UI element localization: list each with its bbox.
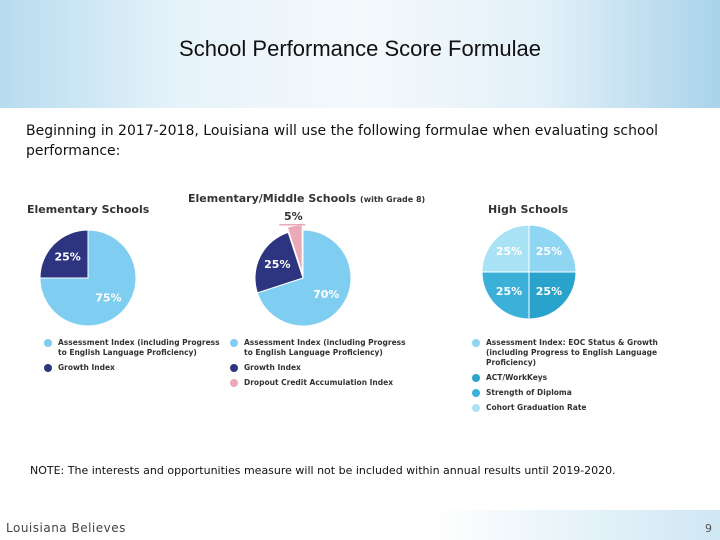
pie-slice bbox=[254, 231, 304, 294]
pie-slice bbox=[528, 224, 577, 273]
legend-item: Growth Index bbox=[44, 363, 224, 373]
chart-title-main: Elementary/Middle Schools bbox=[188, 192, 356, 205]
data-label: 25% bbox=[536, 285, 562, 298]
pie-slice bbox=[481, 271, 530, 320]
legend-label: Growth Index bbox=[244, 363, 301, 372]
legend: Assessment Index (including Progress to … bbox=[230, 338, 410, 388]
chart-title: Elementary/Middle Schools (with Grade 8) bbox=[188, 192, 425, 205]
data-label: 70% bbox=[313, 288, 339, 301]
data-label: 25% bbox=[536, 245, 562, 258]
data-label: 25% bbox=[496, 285, 522, 298]
legend-label: Dropout Credit Accumulation Index bbox=[244, 378, 394, 387]
legend-swatch bbox=[472, 404, 480, 412]
data-label: 25% bbox=[496, 245, 522, 258]
legend-item: ACT/WorkKeys bbox=[472, 373, 702, 383]
legend-swatch bbox=[472, 389, 480, 397]
legend-label: Growth Index bbox=[58, 363, 115, 372]
legend-swatch bbox=[44, 364, 52, 372]
legend-label: Assessment Index (including Progress to … bbox=[58, 338, 220, 357]
legend-label: Assessment Index: EOC Status & Growth (i… bbox=[486, 338, 658, 367]
legend-label: Cohort Graduation Rate bbox=[486, 403, 587, 412]
legend-item: Cohort Graduation Rate bbox=[472, 403, 702, 413]
legend-swatch bbox=[230, 364, 238, 372]
slide-title: School Performance Score Formulae bbox=[179, 36, 541, 61]
page-number: 9 bbox=[705, 522, 712, 535]
data-label: 25% bbox=[54, 251, 80, 264]
legend-item: Assessment Index: EOC Status & Growth (i… bbox=[472, 338, 702, 368]
legend: Assessment Index: EOC Status & Growth (i… bbox=[472, 338, 702, 413]
data-label: 5% bbox=[284, 210, 303, 223]
note: NOTE: The interests and opportunities me… bbox=[30, 464, 616, 477]
legend-swatch bbox=[230, 379, 238, 387]
legend-label: Strength of Diploma bbox=[486, 388, 572, 397]
footer: Louisiana Believes bbox=[6, 521, 126, 535]
data-label: 25% bbox=[264, 258, 290, 271]
data-label: 75% bbox=[95, 291, 121, 304]
legend-label: ACT/WorkKeys bbox=[486, 373, 548, 382]
legend-item: Growth Index bbox=[230, 363, 410, 373]
pie-slice bbox=[39, 229, 137, 327]
pie-slice bbox=[256, 229, 352, 327]
chart-subtitle: (with Grade 8) bbox=[360, 195, 425, 204]
legend-swatch bbox=[472, 374, 480, 382]
chart-title: High Schools bbox=[488, 203, 569, 216]
legend-swatch bbox=[472, 339, 480, 347]
legend: Assessment Index (including Progress to … bbox=[44, 338, 224, 373]
intro-text: Beginning in 2017-2018, Louisiana will u… bbox=[26, 123, 659, 159]
chart-title-main: Elementary Schools bbox=[27, 203, 150, 216]
legend-swatch bbox=[44, 339, 52, 347]
legend-item: Assessment Index (including Progress to … bbox=[230, 338, 410, 358]
banner bbox=[0, 0, 720, 108]
pie-slice bbox=[481, 224, 530, 273]
legend-label: Assessment Index (including Progress to … bbox=[244, 338, 406, 357]
legend-swatch bbox=[230, 339, 238, 347]
legend-item: Assessment Index (including Progress to … bbox=[44, 338, 224, 358]
legend-item: Dropout Credit Accumulation Index bbox=[230, 378, 410, 388]
chart-title-main: High Schools bbox=[488, 203, 569, 216]
pie-slice bbox=[39, 229, 89, 279]
legend-item: Strength of Diploma bbox=[472, 388, 702, 398]
footer-band bbox=[0, 510, 720, 540]
pie-slice bbox=[528, 271, 577, 320]
chart-title: Elementary Schools bbox=[27, 203, 150, 216]
